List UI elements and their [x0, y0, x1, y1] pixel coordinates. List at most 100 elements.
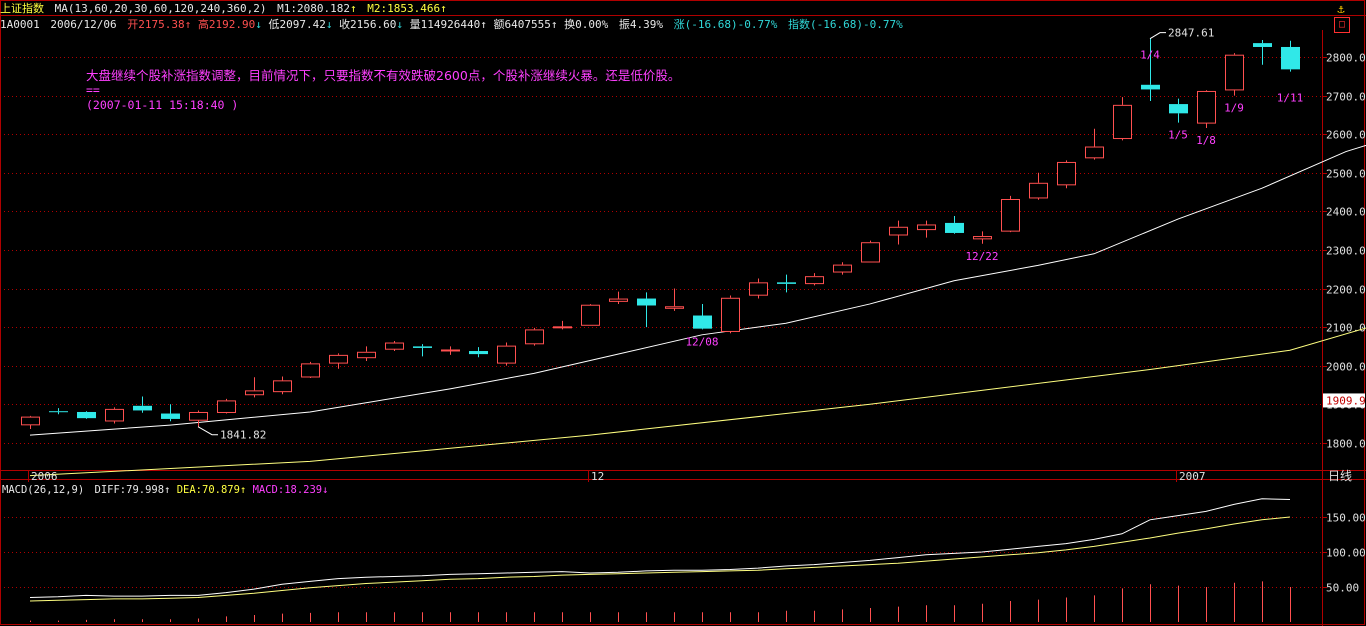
- candle-body-up: [973, 236, 992, 240]
- candle-body-down: [133, 405, 152, 411]
- high-price: 高2192.90: [197, 18, 256, 31]
- candle-body-up: [1029, 182, 1048, 199]
- diff-arrow-icon: ↑: [164, 484, 171, 496]
- y-tick-label: 1800.00: [1326, 438, 1366, 451]
- note-separator: ==: [86, 83, 100, 97]
- price-marker-label: 2847.61: [1168, 27, 1214, 40]
- candle-body-up: [581, 304, 600, 326]
- note-line: 大盘继续个股补涨指数调整，目前情况下，只要指数不有效跌破2600点，个股补涨继续…: [86, 68, 681, 83]
- amplitude: 振4.39%: [618, 18, 664, 31]
- x-tick-label: 12: [591, 470, 604, 483]
- candle-body-up: [721, 297, 740, 332]
- candle-body-up: [497, 345, 516, 364]
- open-arrow-icon: ↑: [184, 18, 192, 31]
- low-arrow-icon: ↓: [325, 18, 333, 31]
- price-marker-label: 1841.82: [220, 429, 266, 442]
- candle-body-up: [1001, 198, 1020, 232]
- volume-arrow-icon: ↑: [480, 18, 487, 31]
- chart-header-row2: 1A0001 2006/12/06 开2175.38↑ 高2192.90↓ 低2…: [0, 18, 903, 31]
- m1-value: M1:2080.182: [277, 2, 351, 15]
- y-tick-label: 2400.00: [1326, 206, 1366, 219]
- candle-body-down: [413, 346, 432, 348]
- turnover: 换0.00%: [564, 18, 609, 31]
- y-tick-label: 2600.00: [1326, 129, 1366, 142]
- candle-body-down: [469, 351, 488, 355]
- macd-arrow-icon: ↓: [322, 484, 329, 496]
- macd-label: MACD(26,12,9): [2, 484, 85, 496]
- date-annotation: 1/8: [1196, 134, 1216, 147]
- candle-body-up: [441, 349, 460, 352]
- candle-body-up: [889, 226, 908, 236]
- close-icon[interactable]: □: [1334, 17, 1350, 33]
- index-change: 指数(-16.68)-0.77%: [787, 18, 903, 31]
- date-annotation: 1/4: [1140, 49, 1160, 62]
- close-price: 收2156.60: [339, 18, 397, 31]
- macd-value: MACD:18.239: [252, 484, 323, 496]
- candle-body-down: [637, 298, 656, 306]
- candle-body-up: [357, 351, 376, 359]
- change: 涨(-16.68)-0.77%: [673, 18, 778, 31]
- candle-body-down: [1253, 43, 1272, 47]
- candle-body-up: [217, 400, 236, 413]
- candle-body-up: [273, 380, 292, 393]
- macd-y-tick-label: 150.00: [1326, 512, 1366, 525]
- candle-body-up: [553, 326, 572, 329]
- candle-body-up: [1197, 90, 1216, 124]
- ma-line-white: [29, 144, 1366, 436]
- close-arrow-icon: ↓: [396, 18, 404, 31]
- m2-value: M2:1853.466: [367, 2, 441, 15]
- dea-arrow-icon: ↑: [239, 484, 247, 496]
- price-marker-line: [1149, 32, 1166, 40]
- x-tick-label: 2006: [31, 470, 58, 483]
- candle-body-up: [105, 408, 124, 422]
- candle-body-up: [609, 298, 628, 302]
- x-tick-label: 2007: [1179, 470, 1206, 483]
- macd-diff-line: [29, 498, 1291, 598]
- current-price-tag: [1323, 393, 1365, 408]
- candle-body-up: [1057, 161, 1076, 186]
- y-tick-label: 2000.00: [1326, 361, 1366, 374]
- y-tick-label: 2200.00: [1326, 284, 1366, 297]
- analyst-note: 大盘继续个股补涨指数调整，目前情况下，只要指数不有效跌破2600点，个股补涨继续…: [86, 68, 680, 113]
- candle-body-up: [525, 329, 544, 345]
- bar-date: 2006/12/06: [50, 18, 117, 31]
- security-code: 1A0001: [0, 18, 40, 31]
- candle-body-up: [385, 342, 404, 350]
- price-marker-line: [197, 426, 218, 436]
- candle-body-down: [1141, 84, 1160, 90]
- candle-body-up: [245, 390, 264, 396]
- candle-body-up: [189, 411, 208, 421]
- dea-value: DEA:70.879: [176, 484, 240, 496]
- volume: 量114926440: [409, 18, 481, 31]
- date-annotation: 12/22: [965, 250, 998, 263]
- ma-params: MA(13,60,20,30,60,120,240,360,2): [54, 2, 267, 15]
- candle-body-up: [1113, 104, 1132, 140]
- candle-body-up: [805, 276, 824, 285]
- pin-icon[interactable]: ⚓: [1337, 2, 1345, 16]
- candle-body-down: [161, 413, 180, 419]
- candle-body-up: [301, 363, 320, 378]
- candle-body-down: [693, 315, 712, 329]
- candle-body-down: [777, 282, 796, 284]
- note-timestamp: (2007-01-11 15:18:40 ): [86, 98, 239, 112]
- candle-body-down: [77, 411, 96, 419]
- date-annotation: 1/11: [1277, 92, 1304, 105]
- candle-body-down: [945, 222, 964, 233]
- macd-header: MACD(26,12,9) DIFF:79.998↑ DEA:70.879↑ M…: [2, 484, 328, 496]
- period-label: 日线: [1328, 469, 1352, 483]
- candle-body-up: [917, 224, 936, 231]
- amount-arrow-icon: ↑: [550, 18, 558, 31]
- date-annotation: 1/9: [1224, 102, 1244, 115]
- candlestick-series: [21, 38, 1300, 429]
- candle-body-up: [833, 264, 852, 273]
- m2-arrow-icon: ↑: [440, 2, 447, 15]
- date-annotation: 1/5: [1168, 129, 1188, 142]
- macd-dea-line: [29, 516, 1291, 602]
- y-tick-label: 2700.00: [1326, 91, 1366, 104]
- candle-body-up: [1225, 54, 1244, 91]
- candle-body-up: [749, 282, 768, 296]
- window-tools: ⚓ □: [1334, 2, 1366, 33]
